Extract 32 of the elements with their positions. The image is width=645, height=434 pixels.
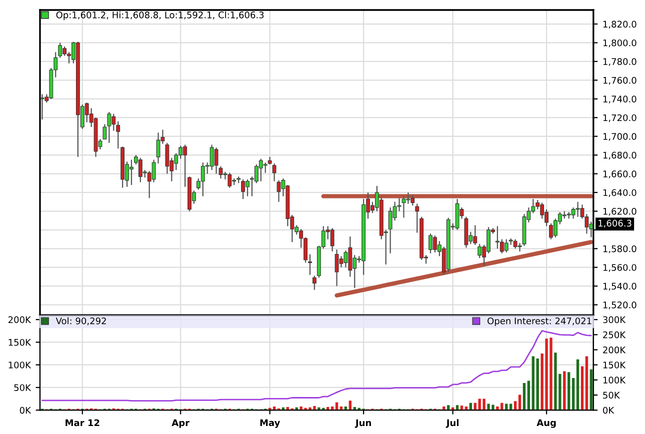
x-tick-label: Jun (354, 419, 371, 428)
y2-tick-label: 250K (603, 331, 626, 338)
y-tick-label: 1,780.0 (603, 58, 636, 66)
y-tick-label: 1,660.0 (603, 170, 636, 178)
x-tick-label: Mar 12 (66, 419, 100, 426)
y-tick-label: 1,720.0 (603, 114, 636, 122)
y-tick-label: 1,740.0 (603, 96, 636, 104)
y-tick-label: 50K (14, 384, 32, 392)
y-tick-label: 1,640.0 (603, 189, 636, 197)
y-tick-label: 1,680.0 (603, 152, 636, 160)
y-tick-label: 1,700.0 (603, 133, 636, 141)
y-tick-label: 1,760.0 (603, 76, 636, 85)
x-tick-label: Jul (446, 419, 458, 428)
x-tick-label: Aug (536, 419, 556, 428)
y-tick-label: 1,620.0 (603, 208, 636, 216)
y-tick-label: 0K (20, 406, 32, 414)
y2-tick-label: 300K (603, 316, 626, 324)
legend-label: Vol: 90,292 (56, 317, 106, 326)
legend-label: Op:1,601.2, Hi:1,608.8, Lo:1,592.1, Cl:1,606.3 (56, 11, 264, 20)
y-tick-label: 200K (8, 316, 32, 324)
y-tick-label: 100K (8, 362, 32, 368)
legend-label: Open Interest: 247,021 (488, 317, 592, 326)
x-tick-label: Apr (172, 419, 190, 428)
y-tick-label: 1,580.0 (603, 245, 636, 254)
y-tick-label: 1,820.0 (603, 20, 636, 28)
y-tick-label: 1,800.0 (603, 39, 636, 48)
y-tick-label: 150K (8, 338, 32, 346)
y-tick-label: 1,540.0 (603, 282, 636, 291)
y-tick-label: 1,560.0 (603, 264, 636, 272)
x-tick-label: May (260, 419, 280, 428)
y-tick-label: 1,520.0 (603, 302, 636, 310)
text: 1,606.3 (598, 220, 632, 228)
